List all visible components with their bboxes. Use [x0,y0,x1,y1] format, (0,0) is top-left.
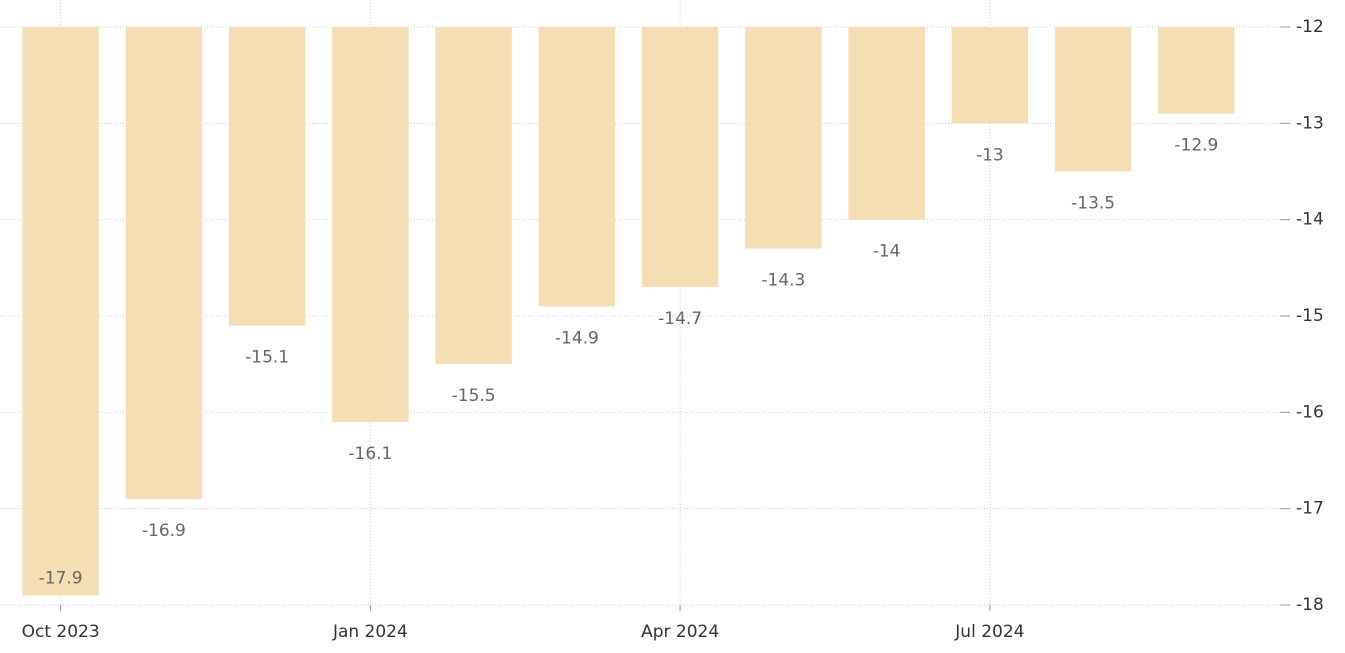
value-label: -15.1 [245,348,289,368]
value-label: -16.1 [348,444,392,464]
bar [745,27,822,249]
value-label: -14.7 [658,309,702,329]
value-label: -13.5 [1071,194,1115,214]
bar [125,27,203,500]
bar [641,27,719,288]
value-label: -17.9 [39,568,83,588]
x-tick-label: Jul 2024 [954,622,1024,642]
bar [538,27,616,307]
value-label: -15.5 [452,386,496,406]
y-tick-label: -15 [1296,306,1324,326]
bar [22,27,99,596]
bar [1054,27,1132,172]
bar [332,27,409,422]
y-tick-label: -16 [1296,402,1324,422]
bar [848,27,925,220]
y-tick-label: -17 [1296,499,1324,519]
x-tick-label: Oct 2023 [22,622,100,642]
y-tick-label: -13 [1296,113,1324,133]
y-tick-label: -12 [1296,17,1324,37]
y-tick-label: -18 [1296,595,1324,615]
y-tick-label: -14 [1296,210,1324,230]
value-label: -14.9 [555,328,599,348]
value-label: -14 [873,242,901,262]
bar [1158,27,1235,114]
value-label: -13 [976,145,1004,165]
bar [435,27,512,365]
x-tick-label: Apr 2024 [641,622,719,642]
value-label: -16.9 [142,521,186,541]
value-label: -14.3 [761,271,805,291]
bar [228,27,306,326]
x-tick-label: Jan 2024 [332,622,408,642]
value-label: -12.9 [1174,136,1218,156]
bar [951,27,1029,124]
